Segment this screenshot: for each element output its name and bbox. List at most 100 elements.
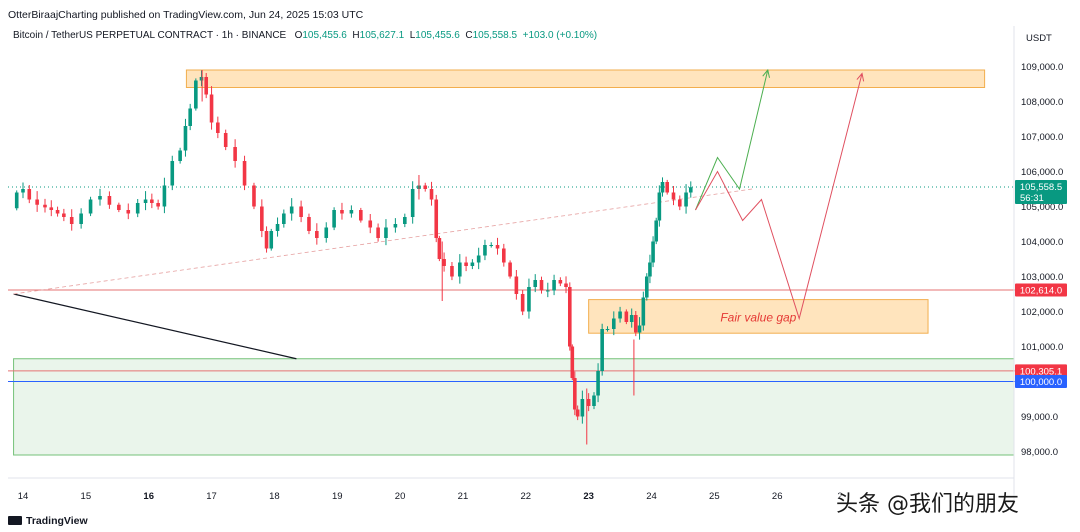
candle-body (27, 189, 32, 200)
candle-body (464, 262, 468, 266)
candle-body (260, 206, 264, 231)
candle-body (14, 192, 19, 209)
candle-body (483, 245, 487, 256)
candle-body (209, 94, 214, 123)
candle-body (520, 294, 525, 312)
price-label: 100,000.0 (1020, 377, 1062, 388)
candle-body (437, 238, 442, 259)
candle-body (688, 187, 693, 193)
watermark: 头条 @我们的朋友 (836, 492, 1019, 517)
candle-body (671, 192, 676, 200)
candle-body (637, 325, 642, 333)
candle-body (150, 199, 154, 203)
candle-body (660, 182, 665, 193)
x-tick-label: 21 (458, 491, 469, 502)
candle-body (170, 161, 175, 186)
y-tick-label: 108,000.0 (1021, 97, 1063, 108)
candle-body (527, 287, 531, 312)
candle-body (393, 224, 398, 228)
symbol-legend[interactable]: Bitcoin / TetherUS PERPETUAL CONTRACT · … (13, 30, 597, 41)
x-tick-label: 23 (583, 491, 594, 502)
candle-body (558, 280, 563, 284)
candle-body (282, 213, 286, 224)
candle-body (684, 192, 688, 207)
candle-body (508, 262, 512, 277)
candle-body (359, 210, 363, 221)
candle-body (69, 217, 74, 224)
candle-body (194, 80, 198, 109)
open-label: O (294, 30, 303, 41)
candle-body (269, 231, 274, 249)
y-tick-label: 102,000.0 (1021, 307, 1063, 318)
candle-body (442, 259, 446, 266)
candle-body (651, 241, 655, 263)
y-tick-label: 98,000.0 (1021, 447, 1058, 458)
candle-body (592, 395, 596, 406)
bullish-projection-arrowhead (762, 68, 770, 78)
candle-body (43, 204, 47, 208)
candle-body (533, 280, 538, 287)
candle-body (539, 280, 544, 291)
candle-body (567, 287, 572, 347)
candle-body (55, 210, 60, 214)
candle-body (98, 196, 102, 200)
low-label: L (409, 30, 416, 41)
x-tick-label: 26 (772, 491, 783, 502)
high-label: H (352, 30, 360, 41)
candle-body (156, 203, 160, 207)
candle-body (618, 311, 622, 319)
candle-body (677, 199, 682, 207)
downtrend-line (13, 293, 297, 360)
candle-body (162, 185, 167, 207)
candle-body (596, 371, 600, 396)
x-tick-label: 20 (395, 491, 406, 502)
candle-body (514, 276, 519, 294)
close-label: C (465, 30, 473, 41)
candle-body (307, 217, 311, 231)
candle-body (410, 189, 415, 217)
candle-body (79, 213, 83, 224)
dashed-trend-line (13, 188, 753, 295)
currency-label[interactable]: USDT (1026, 33, 1052, 44)
candle-body (332, 210, 336, 228)
candle-body (368, 220, 373, 228)
x-tick-label: 16 (143, 491, 154, 502)
candle-body (88, 199, 93, 214)
candle-body (223, 133, 228, 147)
support-zone (13, 358, 1015, 456)
price-label-box (1015, 283, 1067, 297)
y-tick-label: 103,000.0 (1021, 272, 1063, 283)
candle-body (552, 280, 556, 291)
candle-body (450, 266, 454, 277)
y-tick-label: 106,000.0 (1021, 167, 1063, 178)
y-tick-label: 105,000.0 (1021, 202, 1063, 213)
candle-body (502, 248, 506, 263)
candle-body (216, 122, 220, 133)
tradingview-logo[interactable]: TradingView (8, 515, 88, 527)
candle-body (600, 329, 604, 371)
x-tick-label: 24 (646, 491, 657, 502)
candle-body (349, 210, 354, 214)
price-label: 102,614.0 (1020, 286, 1062, 297)
candle-body (233, 147, 237, 161)
candle-body (665, 182, 670, 193)
candle-body (470, 262, 475, 266)
price-label: 105,558.5 (1020, 182, 1062, 193)
candle-body (495, 245, 500, 249)
price-label-box (1015, 179, 1067, 204)
candle-body (199, 77, 204, 81)
candle-body (183, 126, 188, 151)
candle-body (188, 108, 192, 126)
candle-body (570, 346, 575, 378)
close-value: 105,558.5 (472, 30, 518, 41)
candle-body (580, 399, 585, 417)
candle-body (586, 399, 591, 406)
x-tick-label: 25 (709, 491, 720, 502)
candle-body (657, 192, 662, 221)
candle-body (126, 210, 131, 214)
candle-body (340, 210, 344, 214)
candle-body (458, 262, 462, 277)
tradingview-logo-text: TradingView (26, 515, 88, 527)
x-tick-label: 14 (18, 491, 29, 502)
